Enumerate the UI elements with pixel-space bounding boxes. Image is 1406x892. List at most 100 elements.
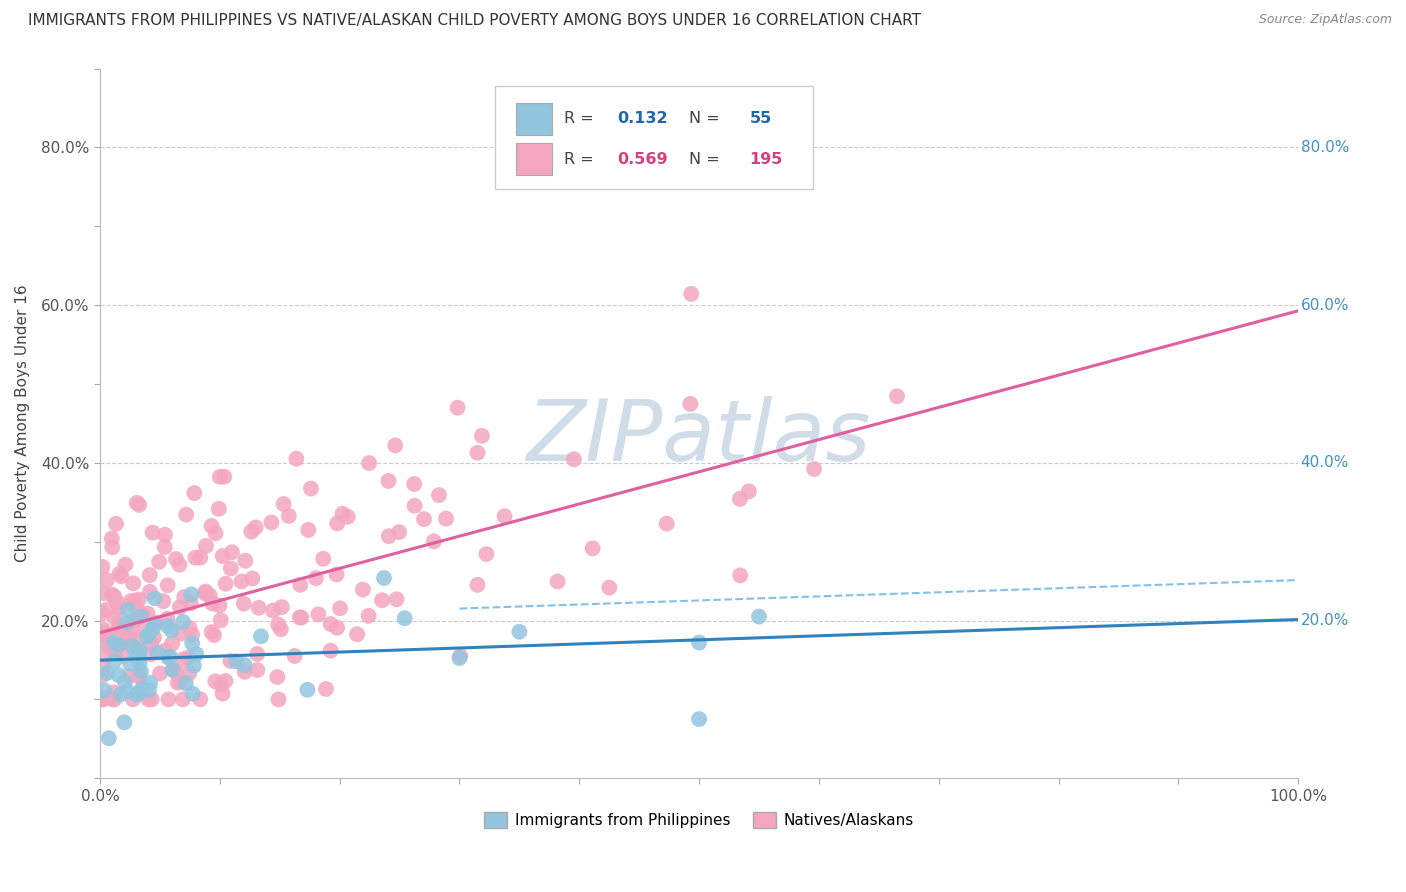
Point: [105, 596, 128, 610]
Point: [101, 588, 124, 602]
Point: [232, 597, 254, 611]
Point: [129, 643, 152, 657]
Point: [141, 636, 163, 650]
Point: [162, 663, 184, 677]
Point: [385, 592, 408, 607]
Point: [149, 666, 172, 681]
Point: [110, 569, 132, 583]
Point: [582, 541, 605, 556]
Point: [138, 692, 160, 706]
Point: [262, 604, 284, 618]
Text: 40.0%: 40.0%: [1301, 455, 1348, 470]
Point: [108, 601, 131, 615]
Point: [388, 525, 411, 540]
FancyBboxPatch shape: [516, 103, 551, 135]
Point: [201, 625, 224, 640]
Point: [129, 686, 152, 700]
Point: [326, 621, 349, 635]
Point: [91, 607, 114, 621]
Point: [273, 497, 295, 511]
Point: [233, 665, 256, 679]
Point: [290, 578, 312, 592]
Point: [98, 640, 121, 655]
Point: [270, 622, 292, 636]
Point: [91, 668, 114, 682]
Point: [128, 592, 150, 607]
Point: [101, 532, 124, 546]
Point: [93, 586, 115, 600]
Point: [107, 621, 129, 635]
Point: [103, 654, 125, 668]
Point: [329, 601, 352, 615]
Point: [114, 674, 136, 689]
Point: [153, 540, 176, 554]
Point: [208, 501, 231, 516]
Point: [315, 681, 337, 696]
Text: N =: N =: [689, 152, 720, 167]
Point: [332, 507, 354, 521]
Point: [208, 599, 231, 613]
Point: [103, 685, 125, 699]
Point: [139, 584, 162, 599]
Point: [245, 520, 267, 534]
Point: [728, 568, 751, 582]
Point: [688, 712, 710, 726]
Point: [219, 561, 242, 575]
Point: [449, 648, 471, 663]
Point: [128, 656, 150, 670]
Point: [326, 516, 349, 531]
Point: [136, 629, 159, 643]
Point: [122, 692, 145, 706]
Point: [471, 429, 494, 443]
Point: [240, 571, 263, 585]
Point: [215, 576, 238, 591]
Point: [240, 524, 263, 539]
Text: 0.132: 0.132: [617, 112, 668, 126]
Point: [143, 617, 166, 632]
Point: [221, 545, 243, 559]
Point: [156, 619, 179, 633]
Point: [146, 646, 169, 660]
Point: [139, 648, 162, 662]
Point: [494, 509, 516, 524]
Point: [748, 609, 770, 624]
Point: [145, 615, 167, 630]
Point: [124, 593, 146, 607]
Point: [208, 470, 231, 484]
Point: [104, 590, 127, 604]
Point: [204, 526, 226, 541]
Point: [209, 613, 232, 627]
Point: [118, 669, 141, 683]
Point: [143, 631, 166, 645]
Point: [131, 682, 153, 697]
Point: [101, 588, 124, 602]
Point: [267, 692, 290, 706]
Point: [142, 525, 165, 540]
Point: [139, 675, 162, 690]
Point: [169, 600, 191, 615]
Point: [134, 620, 156, 634]
Point: [110, 687, 132, 701]
Point: [96, 603, 118, 617]
Point: [96, 665, 118, 680]
Point: [246, 647, 269, 661]
Point: [152, 594, 174, 608]
Point: [174, 508, 197, 522]
Point: [449, 651, 471, 665]
Point: [404, 477, 426, 491]
Point: [201, 597, 224, 611]
Point: [103, 635, 125, 649]
Point: [91, 692, 114, 706]
Point: [104, 646, 127, 660]
Point: [91, 692, 114, 706]
Point: [204, 674, 226, 689]
Point: [225, 654, 247, 668]
Text: IMMIGRANTS FROM PHILIPPINES VS NATIVE/ALASKAN CHILD POVERTY AMONG BOYS UNDER 16 : IMMIGRANTS FROM PHILIPPINES VS NATIVE/AL…: [28, 13, 921, 29]
Point: [233, 658, 256, 673]
Point: [562, 452, 585, 467]
Point: [160, 624, 183, 638]
Point: [105, 516, 128, 531]
Point: [181, 628, 204, 642]
Point: [177, 650, 200, 665]
Point: [165, 665, 187, 679]
